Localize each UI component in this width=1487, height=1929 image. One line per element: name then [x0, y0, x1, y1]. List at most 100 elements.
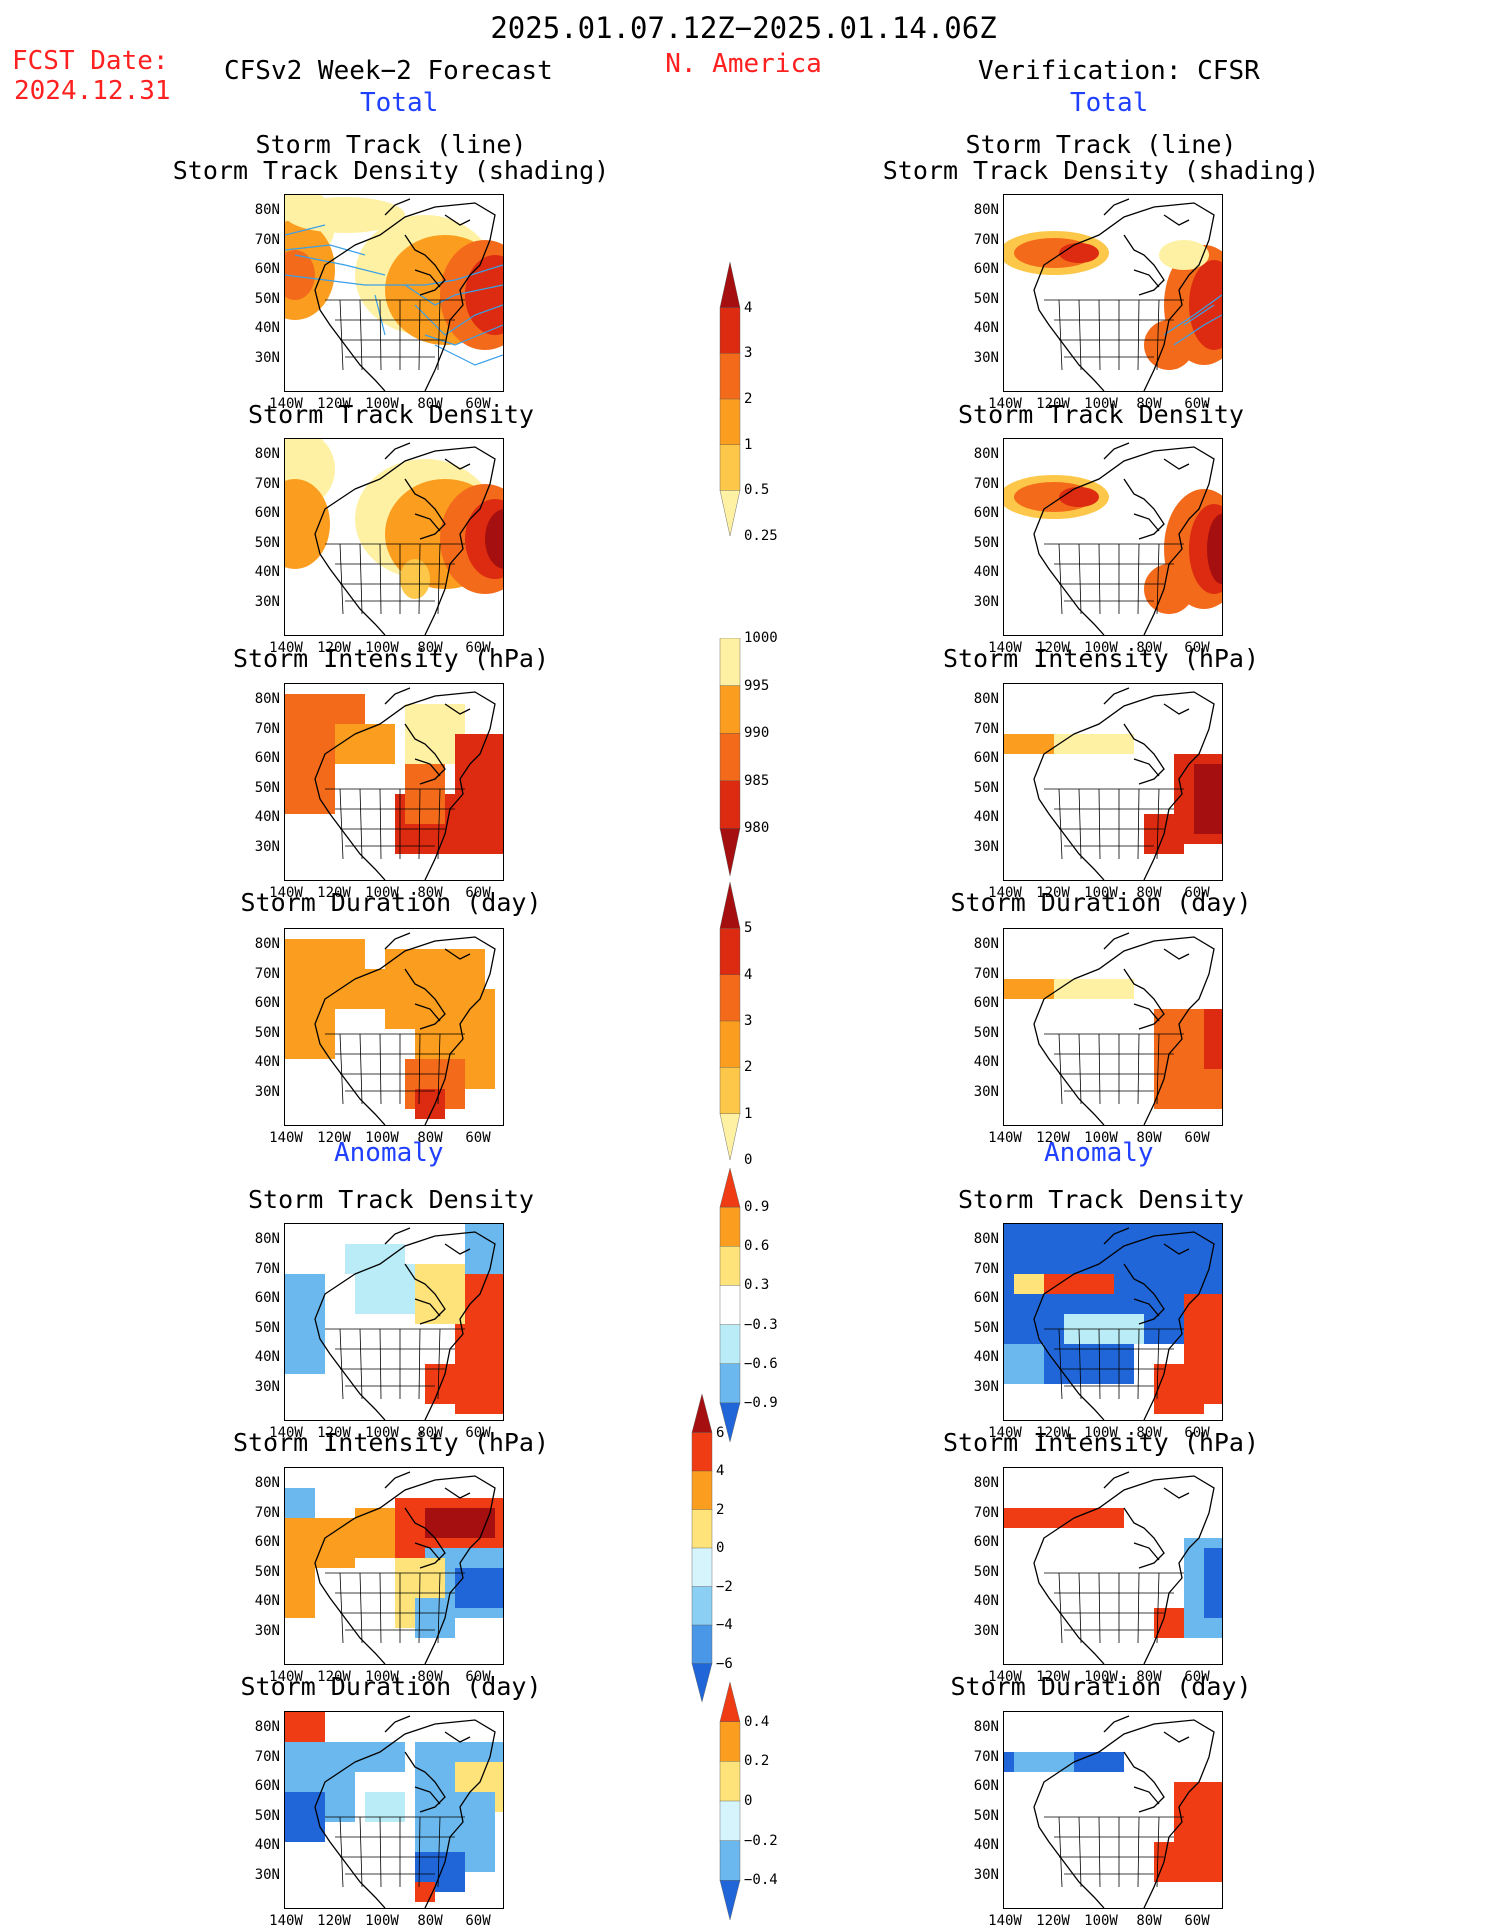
colorbar-segment [719, 732, 741, 782]
verification-duration-map [1003, 928, 1223, 1126]
colorbar-label: 0.9 [744, 1199, 770, 1216]
political-boundaries [325, 299, 465, 371]
forecast-intensity-map [284, 683, 504, 881]
shaded-cell-8 [415, 1598, 455, 1638]
lon-tick-label: 80W [417, 1913, 443, 1929]
lon-tick-label: 120W [317, 396, 351, 412]
shaded-cell-0 [1004, 979, 1054, 999]
lat-tick-label: 50N [973, 1024, 999, 1041]
colorbar-segment [691, 1586, 713, 1626]
lat-tick-label: 30N [973, 1866, 999, 1883]
lon-tick-label: 140W [988, 1913, 1022, 1929]
fcst-date-value: 2024.12.31 [14, 76, 171, 106]
coastline [1033, 1471, 1215, 1664]
lon-tick-label: 140W [988, 640, 1022, 656]
shaded-cell-1 [1054, 979, 1134, 999]
lat-tick-label: 50N [973, 534, 999, 551]
shaded-cell-4 [425, 1508, 495, 1538]
lon-tick-label: 140W [269, 885, 303, 901]
lon-tick-label: 140W [269, 1425, 303, 1441]
colorbar-segment [719, 638, 741, 687]
shaded-region-5 [1207, 514, 1222, 584]
map-svg [285, 687, 503, 880]
lon-tick-label: 120W [317, 1913, 351, 1929]
colorbar-density [719, 262, 741, 536]
lon-tick-label: 60W [1184, 640, 1210, 656]
political-boundaries [1044, 1033, 1184, 1105]
colorbar-label: 0.25 [744, 528, 778, 544]
political-boundaries [1044, 1572, 1184, 1644]
shaded-region-2 [1059, 487, 1099, 507]
colorbar-label: 0 [744, 1793, 753, 1809]
lat-tick-label: 70N [254, 475, 280, 492]
lat-tick-label: 70N [254, 1260, 280, 1277]
lon-tick-label: 120W [1036, 1669, 1070, 1685]
colorbar-label: 2 [716, 1501, 725, 1518]
shaded-cell-0 [285, 1488, 315, 1518]
lon-tick-label: 100W [365, 1425, 399, 1441]
lat-tick-label: 60N [973, 995, 999, 1011]
colorbar-segment [691, 1547, 713, 1588]
lon-tick-label: 140W [988, 396, 1022, 412]
lon-tick-label: 100W [1084, 885, 1118, 901]
verification-density-title: Storm Track Density [958, 400, 1244, 429]
lon-tick-label: 60W [1184, 396, 1210, 412]
lon-tick-label: 100W [365, 1913, 399, 1929]
lat-tick-label: 50N [973, 779, 999, 796]
verification-intensity-title: Storm Intensity (hPa) [942, 644, 1260, 673]
shaded-cell-5 [425, 1364, 475, 1404]
colorbar-anom_density [719, 1168, 741, 1442]
lat-tick-label: 40N [254, 1349, 280, 1365]
colorbar-segment [719, 262, 741, 308]
political-boundaries [325, 1572, 465, 1644]
colorbar-label: 1 [744, 1105, 753, 1122]
lon-tick-label: 140W [988, 1425, 1022, 1441]
shaded-cell-2 [1004, 1344, 1044, 1384]
verification-anom-intensity-map [1003, 1467, 1223, 1665]
colorbar-label: 0 [716, 1540, 725, 1556]
shaded-region-7 [400, 559, 430, 599]
political-boundaries [325, 543, 465, 615]
forecast-duration-map [284, 928, 504, 1126]
lat-tick-label: 80N [254, 446, 280, 462]
lon-tick-label: 140W [269, 1130, 303, 1146]
lon-tick-label: 60W [465, 1130, 491, 1146]
lat-tick-label: 80N [254, 1719, 280, 1735]
lon-tick-label: 60W [1184, 1425, 1210, 1441]
lon-tick-label: 100W [365, 396, 399, 412]
lon-tick-label: 100W [1084, 640, 1118, 656]
shaded-cell-0 [285, 1274, 325, 1374]
lon-tick-label: 80W [1136, 1425, 1162, 1441]
lat-tick-label: 60N [254, 1290, 280, 1306]
lat-tick-label: 50N [254, 1563, 280, 1580]
lon-tick-label: 80W [417, 885, 443, 901]
lat-tick-label: 30N [254, 1083, 280, 1100]
forecast-anom-density-title: Storm Track Density [248, 1185, 534, 1214]
lon-tick-label: 80W [417, 1425, 443, 1441]
shaded-cell-2 [345, 1244, 405, 1274]
lon-tick-label: 80W [417, 1130, 443, 1146]
lon-tick-label: 120W [1036, 640, 1070, 656]
colorbar-segment [719, 1402, 741, 1442]
lon-tick-label: 100W [1084, 1913, 1118, 1929]
coastline [1033, 442, 1215, 635]
colorbar-label: 5 [744, 920, 753, 937]
coastline [314, 687, 496, 880]
coastline [314, 1715, 496, 1908]
coastline [1033, 1715, 1215, 1908]
lat-tick-label: 30N [254, 593, 280, 610]
colorbar-segment [691, 1470, 713, 1511]
lat-tick-label: 40N [254, 1837, 280, 1853]
lat-tick-label: 40N [254, 320, 280, 336]
coastline [314, 442, 496, 635]
shaded-region-4 [1189, 260, 1222, 350]
political-boundaries [325, 1033, 465, 1105]
colorbar-label: −6 [716, 1655, 733, 1672]
forecast-density-map [284, 438, 504, 636]
map-svg [1004, 687, 1222, 880]
lat-tick-label: 80N [254, 1475, 280, 1491]
map-svg [1004, 1715, 1222, 1908]
lat-tick-label: 70N [254, 720, 280, 737]
shaded-region-2 [285, 250, 315, 300]
colorbar-segment [691, 1394, 713, 1433]
